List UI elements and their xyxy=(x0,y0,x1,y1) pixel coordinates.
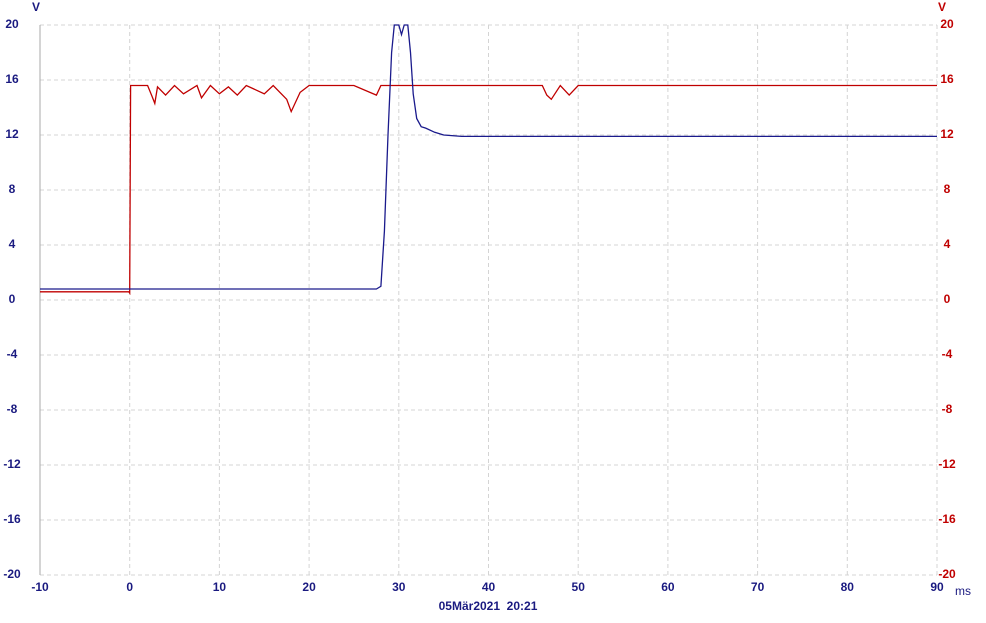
x-tick-label: 40 xyxy=(482,580,496,594)
y-tick-label: -12 xyxy=(3,457,21,471)
x-tick-label: 50 xyxy=(572,580,586,594)
y2-tick-label: 16 xyxy=(940,72,954,86)
x-tick-label: 10 xyxy=(213,580,227,594)
x-tick-label: 70 xyxy=(751,580,765,594)
y-tick-label: -8 xyxy=(7,402,18,416)
y2-tick-label: 8 xyxy=(944,182,951,196)
y2-tick-label: -8 xyxy=(942,402,953,416)
y-tick-label: 16 xyxy=(5,72,19,86)
y2-tick-label: -12 xyxy=(938,457,956,471)
y-tick-label: 8 xyxy=(9,182,16,196)
y2-tick-label: 12 xyxy=(940,127,954,141)
y-tick-label: -4 xyxy=(7,347,18,361)
y-tick-label: 12 xyxy=(5,127,19,141)
x-tick-label: 80 xyxy=(841,580,855,594)
x-tick-label: 30 xyxy=(392,580,406,594)
y-tick-label: -16 xyxy=(3,512,21,526)
x-tick-label: 90 xyxy=(930,580,944,594)
x-unit: ms xyxy=(955,584,971,598)
x-tick-label: 0 xyxy=(126,580,133,594)
y-tick-label: -20 xyxy=(3,567,21,581)
x-tick-label: -10 xyxy=(31,580,49,594)
series-line xyxy=(40,24,937,290)
x-tick-label: 60 xyxy=(661,580,675,594)
y-tick-label: 20 xyxy=(5,17,19,31)
series-line xyxy=(40,84,937,296)
y-tick-label: 0 xyxy=(9,292,16,306)
y2-tick-label: -16 xyxy=(938,512,956,526)
y2-tick-label: 0 xyxy=(944,292,951,306)
timestamp: 05Mär2021 20:21 xyxy=(439,599,538,613)
x-tick-label: 20 xyxy=(302,580,316,594)
y2-tick-label: -20 xyxy=(938,567,956,581)
y2-tick-label: 20 xyxy=(940,17,954,31)
y-unit: V xyxy=(32,0,40,14)
y2-tick-label: 4 xyxy=(944,237,951,251)
y2-tick-label: -4 xyxy=(942,347,953,361)
y2-unit: V xyxy=(938,0,946,14)
y-tick-label: 4 xyxy=(9,237,16,251)
